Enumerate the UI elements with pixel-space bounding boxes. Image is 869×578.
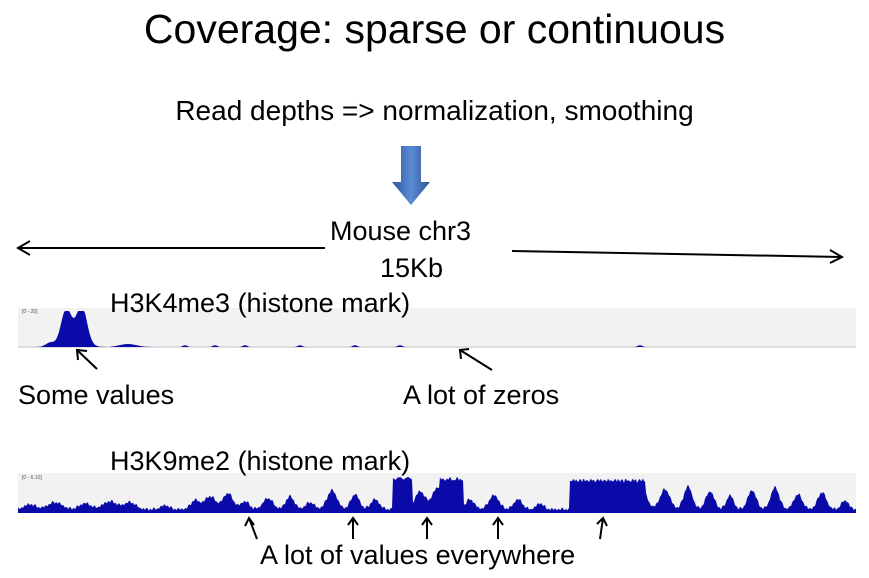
pointer-arrow-everywhere-5: [596, 516, 608, 540]
chromosome-label: Mouse chr3: [330, 216, 472, 246]
annotation-some-values: Some values: [18, 380, 175, 410]
track2-range: [0 - 6.10]: [22, 475, 42, 481]
track2-label: H3K9me2 (histone mark): [110, 446, 411, 476]
annotation-zeros: A lot of zeros: [403, 380, 560, 410]
track1-label: H3K4me3 (histone mark): [110, 288, 411, 318]
annotation-everywhere: A lot of values everywhere: [260, 540, 576, 570]
track2-signal: [18, 476, 856, 513]
slide-subtitle: Read depths => normalization, smoothing: [175, 95, 694, 126]
pointer-arrow-zeros: [458, 348, 493, 371]
pointer-arrow-everywhere-4: [492, 516, 504, 539]
region-size-label: 15Kb: [380, 253, 444, 283]
span-arrow-right: [511, 249, 845, 264]
pointer-arrow-everywhere-3: [421, 516, 433, 539]
pointer-arrow-everywhere-2: [347, 516, 359, 539]
pointer-arrow-some-values: [75, 348, 98, 370]
pointer-arrow-everywhere-1: [244, 516, 258, 540]
track1-range: [0 - 20]: [22, 309, 38, 315]
down-arrow-icon: [392, 146, 430, 205]
span-arrow-left: [16, 240, 325, 256]
slide-title: Coverage: sparse or continuous: [143, 6, 726, 52]
track1-background: [18, 308, 856, 348]
